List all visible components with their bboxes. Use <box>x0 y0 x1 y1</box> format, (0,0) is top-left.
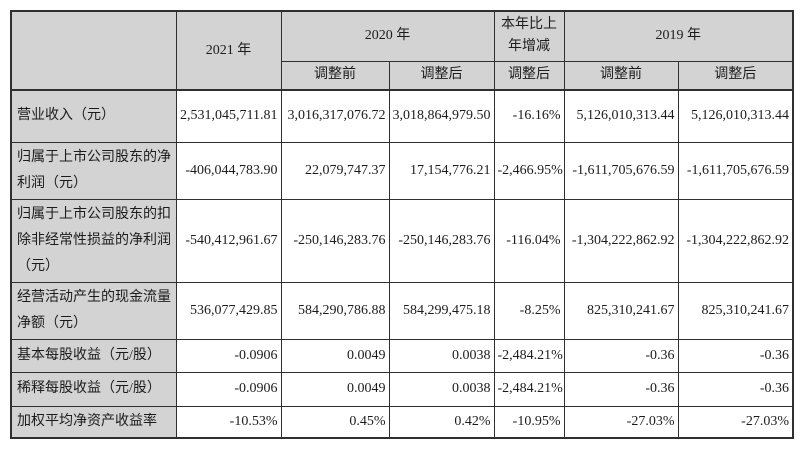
cell-value: 17,154,776.21 <box>388 141 495 200</box>
cell-value: 584,299,475.18 <box>388 281 495 340</box>
row-label: 经营活动产生的现金流量净额（元） <box>10 281 177 340</box>
financial-summary-table: 2021 年 2020 年 本年比上年增减 2019 年 调整前 调整后 调整后… <box>10 10 794 439</box>
cell-value: -8.25% <box>493 281 565 340</box>
header-row-adjustments: 调整前 调整后 调整后 调整前 调整后 <box>11 60 794 91</box>
cell-value: -16.16% <box>493 89 565 143</box>
cell-value: 825,310,241.67 <box>563 281 679 340</box>
cell-value: -1,611,705,676.59 <box>563 141 679 200</box>
cell-value: 584,290,786.88 <box>280 281 390 340</box>
cell-value: -27.03% <box>563 405 679 439</box>
cell-value: -250,146,283.76 <box>388 198 495 283</box>
cell-value: 0.45% <box>280 405 390 439</box>
table-row: 稀释每股收益（元/股） -0.0906 0.0049 0.0038 -2,484.21%… <box>10 371 794 407</box>
cell-value: 22,079,747.37 <box>280 141 390 200</box>
header-change-after-adjust: 调整后 <box>493 60 565 91</box>
header-yoy-change: 本年比上年增减 <box>493 10 565 62</box>
cell-value: 2,531,045,711.81 <box>175 89 282 143</box>
cell-value: -1,304,222,862.92 <box>563 198 679 283</box>
header-2019-before-adjust: 调整前 <box>563 60 679 91</box>
table-row: 经营活动产生的现金流量净额（元） 536,077,429.85 584,290,78… <box>10 281 794 340</box>
header-2020-before-adjust: 调整前 <box>280 60 390 91</box>
cell-value: 0.0049 <box>280 371 390 407</box>
header-corner-cell <box>10 10 177 91</box>
cell-value: 5,126,010,313.44 <box>677 89 794 143</box>
header-row-years: 2021 年 2020 年 本年比上年增减 2019 年 <box>10 10 794 91</box>
cell-value: -250,146,283.76 <box>280 198 390 283</box>
cell-value: 0.0038 <box>388 338 495 373</box>
row-label: 基本每股收益（元/股） <box>10 338 177 373</box>
cell-value: 825,310,241.67 <box>677 281 794 340</box>
cell-value: -10.95% <box>493 405 565 439</box>
header-year-2019: 2019 年 <box>563 10 794 62</box>
row-label: 加权平均净资产收益率 <box>10 405 177 439</box>
row-label: 归属于上市公司股东的扣除非经常性损益的净利润（元） <box>10 198 177 283</box>
cell-value: -0.36 <box>677 371 794 407</box>
table-row: 营业收入（元） 2,531,045,711.81 3,016,317,076.72 3… <box>10 89 794 143</box>
table-row: 归属于上市公司股东的净利润（元） -406,044,783.90 22,079,74… <box>10 141 794 200</box>
cell-value: -540,412,961.67 <box>175 198 282 283</box>
cell-value: 3,016,317,076.72 <box>280 89 390 143</box>
row-label: 归属于上市公司股东的净利润（元） <box>10 141 177 200</box>
table-row: 归属于上市公司股东的扣除非经常性损益的净利润（元） -540,412,961.67… <box>10 198 794 283</box>
cell-value: -1,304,222,862.92 <box>677 198 794 283</box>
cell-value: -27.03% <box>677 405 794 439</box>
table-header: 2021 年 2020 年 本年比上年增减 2019 年 调整前 调整后 调整后… <box>10 10 794 91</box>
cell-value: -2,466.95% <box>493 141 565 200</box>
cell-value: -116.04% <box>493 198 565 283</box>
cell-value: -2,484.21% <box>493 371 565 407</box>
cell-value: -2,484.21% <box>493 338 565 373</box>
cell-value: -0.36 <box>563 371 679 407</box>
cell-value: -10.53% <box>175 405 282 439</box>
cell-value: 0.0049 <box>280 338 390 373</box>
header-2020-after-adjust: 调整后 <box>388 60 495 91</box>
table-row: 基本每股收益（元/股） -0.0906 0.0049 0.0038 -2,484.21%… <box>10 338 794 373</box>
cell-value: 0.42% <box>388 405 495 439</box>
cell-value: -1,611,705,676.59 <box>677 141 794 200</box>
header-year-2020: 2020 年 <box>280 10 495 62</box>
cell-value: -0.36 <box>677 338 794 373</box>
cell-value: -0.0906 <box>175 338 282 373</box>
cell-value: -0.36 <box>563 338 679 373</box>
cell-value: -0.0906 <box>175 371 282 407</box>
row-label: 营业收入（元） <box>10 89 177 143</box>
cell-value: 0.0038 <box>388 371 495 407</box>
cell-value: -406,044,783.90 <box>175 141 282 200</box>
cell-value: 3,018,864,979.50 <box>388 89 495 143</box>
header-2019-after-adjust: 调整后 <box>677 60 794 91</box>
row-label: 稀释每股收益（元/股） <box>10 371 177 407</box>
cell-value: 5,126,010,313.44 <box>563 89 679 143</box>
table-row: 加权平均净资产收益率 -10.53% 0.45% 0.42% -10.95% -27.03… <box>10 405 794 439</box>
header-year-2021: 2021 年 <box>175 10 282 91</box>
cell-value: 536,077,429.85 <box>175 281 282 340</box>
table-body: 营业收入（元） 2,531,045,711.81 3,016,317,076.72 3… <box>10 89 794 439</box>
